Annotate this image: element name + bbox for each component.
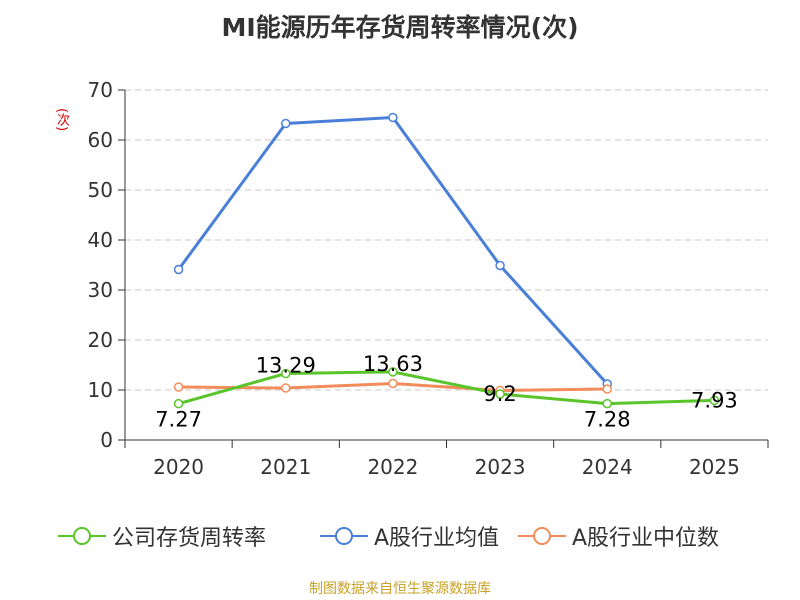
- data-label: 13.29: [256, 354, 316, 378]
- chart-title: MI能源历年存货周转率情况(次): [221, 13, 579, 42]
- data-point: [495, 260, 505, 271]
- x-tick-label: 2024: [582, 455, 633, 479]
- x-tick-label: 2022: [367, 455, 418, 479]
- data-point: [388, 367, 398, 377]
- line-chart: 0 10 20 30 40 50 60 70 2020 2021 2022 2023 2024 2025 7…: [88, 78, 769, 479]
- y-tick-label: 30: [88, 278, 113, 302]
- y-axis-label: (次): [54, 108, 69, 132]
- y-tick-label: 40: [88, 228, 113, 252]
- series-line-1: [177, 116, 609, 386]
- data-label: 7.28: [584, 408, 631, 432]
- data-point: [173, 264, 184, 275]
- x-tick-label: 2021: [260, 455, 311, 479]
- x-tick-label: 2020: [153, 455, 204, 479]
- data-point: [388, 378, 398, 389]
- data-point: [602, 398, 612, 409]
- series-line-0: [178, 370, 715, 406]
- data-point: [173, 382, 184, 392]
- legend-item-company[interactable]: 公司存货周转率: [58, 520, 266, 552]
- y-tick-label: 20: [88, 328, 113, 352]
- y-tick-label: 60: [88, 128, 113, 152]
- data-point: [495, 389, 505, 399]
- data-label: 7.27: [155, 408, 202, 432]
- y-tick-label: 50: [88, 178, 113, 202]
- legend-label-company: 公司存货周转率: [112, 526, 267, 551]
- data-label: 13.63: [363, 352, 423, 376]
- legend-marker-company: [58, 527, 106, 545]
- x-tick-label: 2023: [475, 455, 526, 479]
- data-point: [602, 384, 612, 394]
- y-tick-label: 10: [88, 378, 113, 402]
- data-point: [281, 118, 291, 129]
- data-point: [281, 368, 291, 379]
- legend-label-industry-mean: A股行业均值: [374, 526, 500, 551]
- data-point: [388, 112, 398, 123]
- data-label: 7.93: [691, 388, 738, 412]
- data-point: [281, 383, 291, 393]
- data-label: 9.2: [483, 382, 516, 406]
- x-tick-label: 2025: [689, 455, 740, 479]
- legend-label-industry-median: A股行业中位数: [572, 526, 720, 551]
- legend-marker-industry-mean: [320, 527, 368, 545]
- legend-item-industry-median[interactable]: A股行业中位数: [518, 520, 719, 552]
- y-tick-label: 0: [100, 428, 113, 452]
- legend: 公司存货周转率 A股行业均值 A股行业中位数: [0, 520, 800, 552]
- legend-item-industry-mean[interactable]: A股行业均值: [320, 520, 499, 552]
- y-tick-label: 70: [88, 78, 113, 102]
- data-point: [709, 395, 720, 406]
- data-point: [173, 398, 184, 409]
- data-source-note: 制图数据来自恒生聚源数据库: [309, 581, 491, 597]
- legend-marker-industry-median: [518, 527, 566, 545]
